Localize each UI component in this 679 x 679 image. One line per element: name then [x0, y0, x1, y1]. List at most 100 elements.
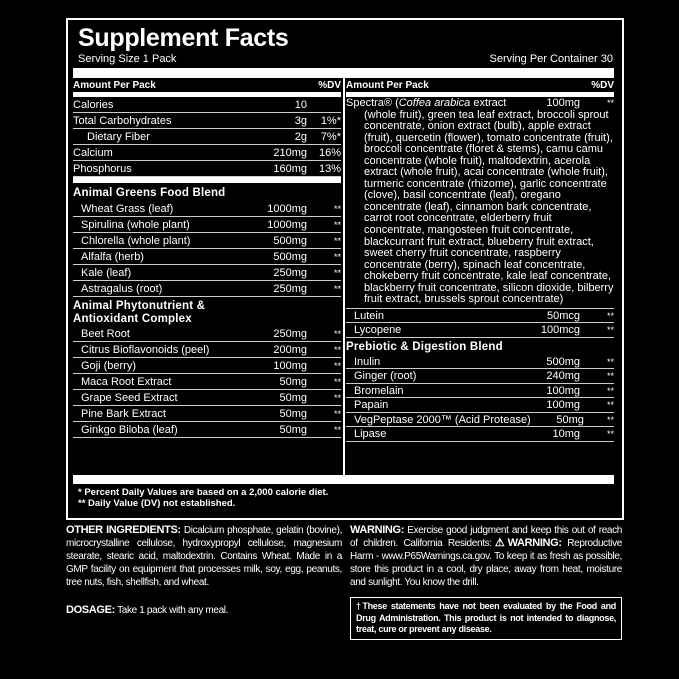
table-header: Amount Per Pack %DV: [346, 78, 614, 92]
fda-disclaimer: †These statements have not been evaluate…: [350, 597, 622, 640]
daily-value: **: [606, 310, 614, 321]
column-divider: [343, 78, 345, 475]
serving-size: Serving Size 1 Pack: [78, 53, 177, 65]
section-title-line: Animal Phytonutrient &: [73, 300, 206, 312]
panel-title: Supplement Facts: [78, 24, 289, 52]
section-title-prebiotic: Prebiotic & Digestion Blend: [346, 340, 503, 353]
ingredient-name: Maca Root Extract: [81, 375, 172, 388]
amount: 10mg: [552, 428, 580, 441]
dosage: DOSAGE: Take 1 pack with any meal.: [66, 604, 229, 616]
supplement-facts-panel: [66, 18, 624, 520]
table-row: Citrus Bioflavonoids (peel) 200mg **: [73, 342, 341, 358]
amount: 50mg: [279, 423, 307, 436]
amount: 240mg: [546, 370, 580, 383]
ingredient-name: Lipase: [354, 428, 387, 441]
amount: 10: [294, 98, 307, 111]
servings-per-container: Serving Per Container 30: [489, 53, 613, 65]
amount: 50mg: [279, 375, 307, 388]
daily-value: 13%: [318, 162, 341, 175]
table-row: Goji (berry) 100mg **: [73, 358, 341, 374]
table-row: Inulin 500mg **: [346, 355, 614, 370]
amount-header: Amount Per Pack: [346, 79, 429, 91]
table-row: Ginkgo Biloba (leaf) 50mg **: [73, 422, 341, 438]
other-ingredients: OTHER INGREDIENTS: Dicalcium phosphate, …: [66, 524, 343, 588]
ingredient-name: Lycopene: [354, 324, 402, 337]
table-row: VegPeptase 2000™ (Acid Protease) 50mg **: [346, 413, 614, 428]
daily-value: **: [606, 385, 614, 396]
amount: 100mg: [546, 399, 580, 412]
ingredient-name: Lutein: [354, 309, 384, 322]
table-header: Amount Per Pack %DV: [73, 78, 341, 92]
table-row: Papain 100mg **: [346, 398, 614, 413]
table-row: Pine Bark Extract 50mg **: [73, 406, 341, 422]
ingredient-name: Pine Bark Extract: [81, 407, 166, 420]
ingredient-name: Citrus Bioflavonoids (peel): [81, 343, 210, 356]
daily-value: **: [606, 371, 614, 382]
table-row: Alfalfa (herb) 500mg **: [73, 249, 341, 265]
footnote: ** Daily Value (DV) not established.: [78, 498, 236, 509]
ingredient-name: Phosphorus: [73, 162, 132, 175]
section-title-line: Antioxidant Complex: [73, 313, 192, 325]
spectra-blend: Spectra® (Coffea arabica extract 100mg ** …: [346, 97, 614, 309]
dv-header: %DV: [591, 79, 614, 91]
table-row: Lutein 50mcg **: [346, 309, 614, 324]
ingredient-name: Ginger (root): [354, 370, 417, 383]
amount: 250mg: [273, 266, 307, 279]
table-row: Phosphorus 160mg 13%: [73, 161, 341, 177]
table-row: Astragalus (root) 250mg **: [73, 281, 341, 297]
amount: 2g: [294, 130, 307, 143]
amount: 1000mg: [267, 202, 307, 215]
divider-bar: [73, 475, 614, 484]
daily-value: **: [333, 267, 341, 278]
daily-value: **: [606, 414, 614, 425]
amount: 3g: [294, 114, 307, 127]
ingredient-name: Grape Seed Extract: [81, 391, 178, 404]
daily-value: **: [333, 235, 341, 246]
amount-header: Amount Per Pack: [73, 79, 156, 91]
amount: 500mg: [273, 234, 307, 247]
daily-value: **: [333, 392, 341, 403]
amount: 250mg: [273, 282, 307, 295]
section-title-greens: Animal Greens Food Blend: [73, 187, 226, 199]
daily-value: **: [333, 219, 341, 230]
ingredient-name: Bromelain: [354, 384, 404, 397]
amount: 500mg: [273, 250, 307, 263]
daily-value: **: [606, 356, 614, 367]
spectra-name: Spectra® (Coffea arabica extract: [346, 97, 507, 109]
amount: 50mcg: [546, 309, 580, 322]
ingredient-name: Total Carbohydrates: [73, 114, 172, 127]
daily-value: **: [333, 408, 341, 419]
ingredient-name: Inulin: [354, 355, 381, 368]
table-row: Maca Root Extract 50mg **: [73, 374, 341, 390]
dv-header: %DV: [318, 79, 341, 91]
amount: 100mg: [546, 384, 580, 397]
amount: 100mg: [546, 97, 580, 109]
daily-value: **: [333, 283, 341, 294]
footnote: * Percent Daily Values are based on a 2,…: [78, 487, 329, 498]
ingredient-name: Spirulina (whole plant): [81, 218, 190, 231]
ingredient-name: VegPeptase 2000™ (Acid Protease): [354, 413, 531, 426]
table-row: Kale (leaf) 250mg **: [73, 265, 341, 281]
daily-value: **: [333, 360, 341, 371]
table-row: Grape Seed Extract 50mg **: [73, 390, 341, 406]
table-row: Ginger (root) 240mg **: [346, 369, 614, 384]
amount: 50mg: [279, 391, 307, 404]
divider-bar: [73, 68, 614, 78]
daily-value: **: [333, 203, 341, 214]
daily-value: **: [333, 328, 341, 339]
amount: 50mg: [556, 413, 584, 426]
daily-value: **: [606, 429, 614, 440]
daily-value: **: [333, 344, 341, 355]
daily-value: **: [606, 325, 614, 336]
table-row: Chlorella (whole plant) 500mg **: [73, 233, 341, 249]
amount: 200mg: [273, 343, 307, 356]
amount: 500mg: [546, 355, 580, 368]
footnotes: * Percent Daily Values are based on a 2,…: [78, 487, 328, 509]
ingredient-name: Alfalfa (herb): [81, 250, 144, 263]
amount: 250mg: [273, 327, 307, 340]
daily-value: **: [333, 424, 341, 435]
daily-value: **: [606, 400, 614, 411]
ingredient-name: Ginkgo Biloba (leaf): [81, 423, 178, 436]
divider-bar: [346, 92, 614, 97]
ingredient-name: Astragalus (root): [81, 282, 163, 295]
